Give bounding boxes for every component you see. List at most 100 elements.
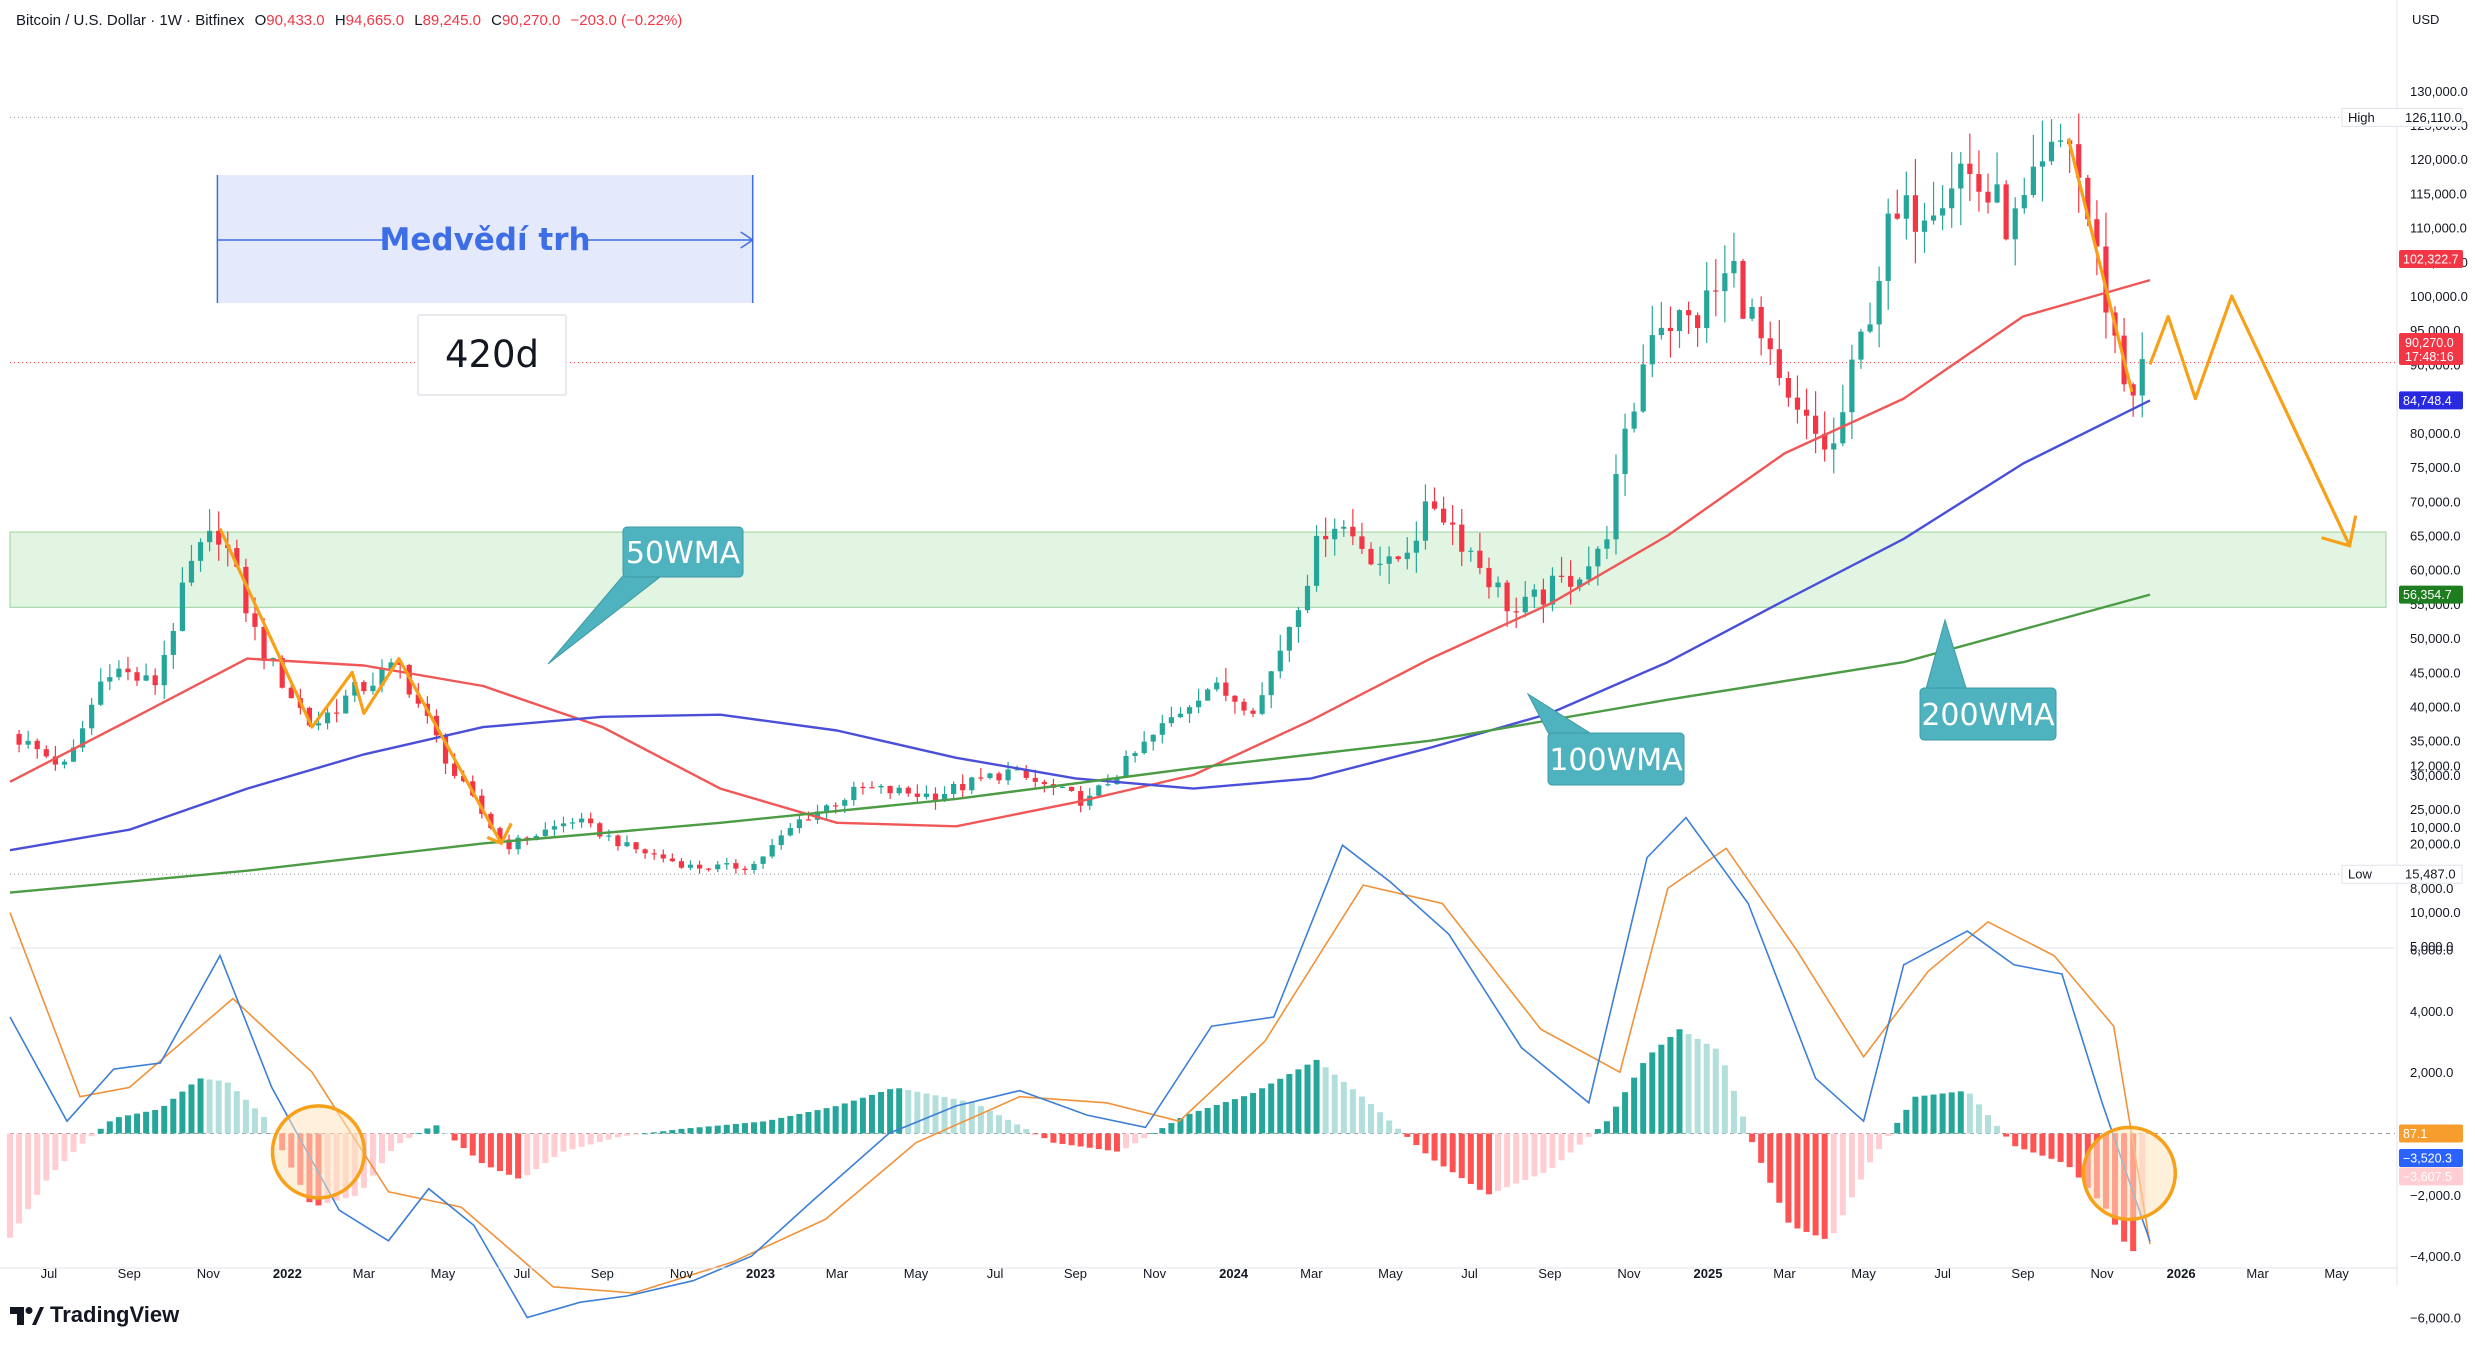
histogram-bar (1740, 1116, 1747, 1134)
histogram-bar (1903, 1109, 1910, 1134)
symbol-title[interactable]: Bitcoin / U.S. Dollar · 1W · Bitfinex (16, 12, 245, 29)
time-tick: Sep (118, 1266, 141, 1281)
histogram-bar (1885, 1133, 1892, 1137)
histogram-bar (161, 1105, 168, 1134)
tradingview-logo[interactable]: TradingView (10, 1302, 179, 1328)
candle (1268, 670, 1274, 709)
candle (1840, 384, 1846, 447)
candle (1767, 321, 1773, 365)
histogram-bar (79, 1133, 86, 1144)
bear-move-arrowhead (486, 822, 513, 846)
histogram-bar (1531, 1133, 1538, 1177)
histogram-bar (106, 1121, 113, 1134)
candle (1568, 560, 1574, 605)
current-price-badge: 90,270.017:48:16 (2399, 333, 2463, 365)
candle (1196, 688, 1202, 714)
histogram-bar (1975, 1104, 1982, 1134)
candle (1776, 319, 1782, 386)
candle (197, 538, 204, 572)
close-value: 90,270.0 (501, 12, 561, 29)
histogram-bar (1141, 1133, 1148, 1139)
wma100-callout[interactable]: 100WMA (1526, 692, 1685, 786)
candle (778, 830, 784, 850)
histogram-bar (732, 1123, 739, 1134)
histogram-bar (705, 1126, 712, 1134)
time-tick: Sep (591, 1266, 614, 1281)
candle (687, 860, 694, 871)
wma50-callout[interactable]: 50WMA (547, 526, 744, 665)
candle (506, 834, 512, 855)
candle (987, 772, 993, 780)
candle (1831, 417, 1837, 474)
duration-box[interactable] (417, 314, 567, 396)
candle (1259, 682, 1265, 716)
price-tick: 65,000.0 (2410, 528, 2461, 543)
histogram-bar (433, 1125, 440, 1134)
histogram-bar (170, 1098, 177, 1134)
histogram-bar (714, 1125, 721, 1134)
svg-text:87.1: 87.1 (2403, 1127, 2427, 1141)
histogram-bar (415, 1133, 422, 1135)
macd-line (9, 816, 2151, 1319)
histogram-bar (2021, 1133, 2028, 1150)
candle (951, 781, 957, 799)
candle (1785, 371, 1791, 407)
time-tick: May (2324, 1266, 2349, 1281)
svg-text:90,270.0: 90,270.0 (2405, 336, 2454, 350)
svg-text:High: High (2348, 110, 2375, 125)
candle (769, 838, 775, 859)
histogram-bar (52, 1133, 59, 1171)
histogram-bar (1177, 1117, 1184, 1134)
histogram-bar (1803, 1133, 1810, 1232)
price-tick: 70,000.0 (2410, 494, 2461, 509)
histogram-bar (1558, 1133, 1565, 1161)
candle (1141, 731, 1147, 755)
histogram-bar (124, 1115, 131, 1134)
histogram-bar (1313, 1059, 1320, 1134)
histogram-bar (97, 1128, 104, 1134)
candle (1813, 391, 1819, 454)
histogram-bar (859, 1097, 866, 1134)
macd-tick: −4,000.0 (2410, 1249, 2461, 1264)
histogram-bar (1123, 1133, 1130, 1149)
candle (343, 689, 349, 714)
candle (1295, 607, 1302, 643)
candle (1586, 546, 1592, 586)
candle (2012, 197, 2018, 266)
candle (1822, 411, 1828, 462)
candle (1604, 526, 1610, 560)
price-axis[interactable]: USD130,000.0125,000.0120,000.0115,000.01… (2341, 0, 2475, 1326)
projection-arrowhead (2321, 515, 2358, 548)
candle (152, 668, 158, 695)
candle (515, 834, 521, 855)
histogram-bar (2075, 1133, 2082, 1178)
chart-header: Bitcoin / U.S. Dollar · 1W · Bitfinex O9… (16, 12, 682, 29)
time-axis[interactable]: Jul Sep Nov 2022 Mar May Jul Sep Nov 2023 Mar May Ju… (0, 1266, 2397, 1281)
candle (996, 771, 1002, 785)
histogram-bar (1277, 1078, 1284, 1134)
tradingview-logo-icon (10, 1307, 44, 1325)
price-tick: 25,000.0 (2410, 802, 2461, 817)
candle (1894, 189, 1900, 220)
candle (642, 848, 648, 859)
bear-move-path (218, 527, 503, 845)
time-tick: 2023 (746, 1266, 775, 1281)
candle (143, 663, 149, 682)
histogram-bar (1240, 1096, 1247, 1134)
wma200-callout[interactable]: 200WMA (1919, 618, 2057, 741)
time-tick: May (1378, 1266, 1403, 1281)
histogram-bar (832, 1106, 839, 1134)
histogram-bar (1984, 1115, 1991, 1134)
histogram-bar (1513, 1133, 1520, 1184)
candle (760, 856, 766, 869)
bear-market-box[interactable] (217, 175, 753, 303)
histogram-bar (1186, 1113, 1193, 1134)
wma50-badge: 102,322.7 (2399, 250, 2463, 268)
histogram-bar (1640, 1063, 1647, 1134)
candle (79, 720, 86, 753)
svg-text:−3,607.5: −3,607.5 (2403, 1170, 2452, 1184)
candle (1558, 556, 1565, 583)
macd-tick: 2,000.0 (2410, 1065, 2453, 1080)
